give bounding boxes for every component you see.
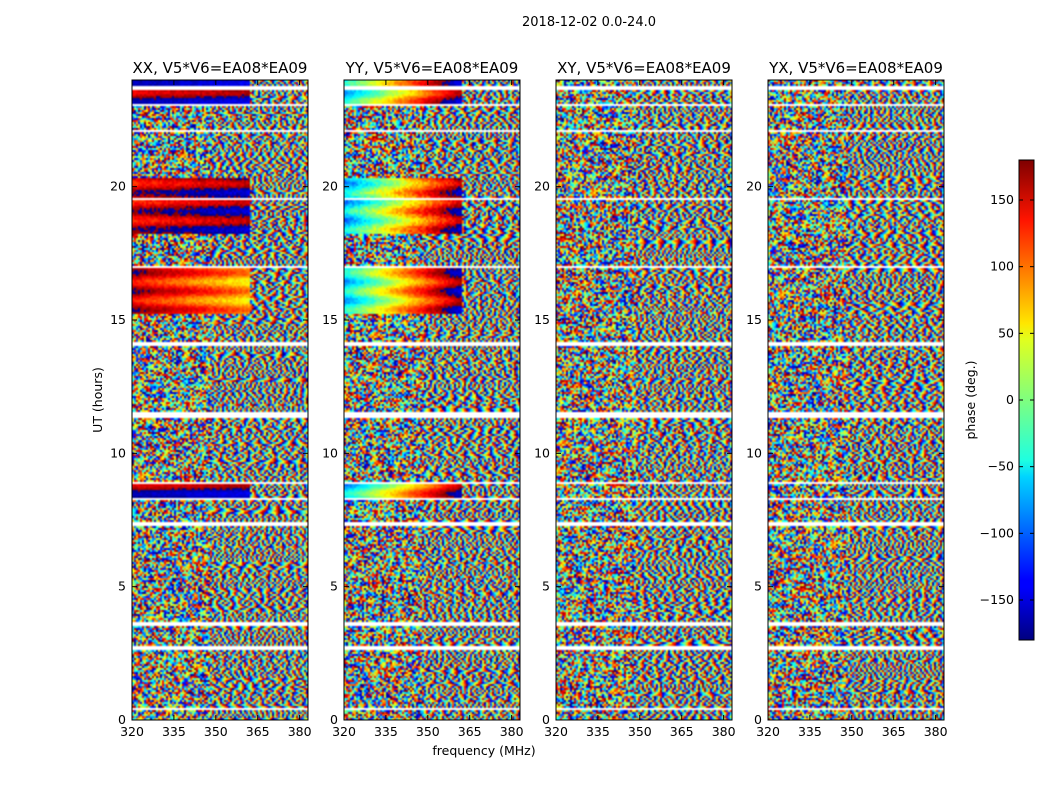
y-tick-label: 0	[330, 712, 338, 727]
phase-raster-1	[132, 80, 308, 720]
panel-3: XY, V5*V6=EA08*EA09 320 335 350 365 380 0 5 10 15…	[534, 59, 736, 739]
colorbar-tick-label: 100	[990, 259, 1014, 274]
x-tick-label: 380	[288, 724, 312, 739]
panel-frame	[131, 79, 309, 721]
panel-title: XX, V5*V6=EA08*EA09	[133, 59, 308, 77]
panel-frame	[555, 79, 733, 721]
y-tick-label: 10	[534, 445, 550, 460]
colorbar: −150 −100 −50 0 50 100 150 phase (deg.)	[963, 159, 1035, 641]
x-tick-label: 320	[544, 724, 568, 739]
y-tick-label: 20	[534, 179, 550, 194]
y-tick-label: 5	[754, 579, 762, 594]
x-axis-label: frequency (MHz)	[432, 743, 535, 758]
x-tick-label: 380	[500, 724, 524, 739]
y-tick-label: 15	[322, 312, 338, 327]
phase-raster-2	[344, 80, 520, 720]
x-tick-label: 350	[628, 724, 652, 739]
phase-raster-3	[556, 80, 732, 720]
x-tick-label: 335	[374, 724, 398, 739]
panel-title: YY, V5*V6=EA08*EA09	[345, 59, 519, 77]
y-axis-label: UT (hours)	[90, 367, 105, 433]
colorbar-tick-label: −100	[980, 525, 1014, 540]
panel-1: XX, V5*V6=EA08*EA09 320 335 350 365 380 0 5 10 15…	[110, 59, 312, 739]
x-tick-label: 335	[586, 724, 610, 739]
colorbar-ticks: −150 −100 −50 0 50 100 150	[980, 192, 1034, 607]
y-tick-label: 5	[118, 579, 126, 594]
panel-frame	[767, 79, 945, 721]
colorbar-tick-label: 150	[990, 192, 1014, 207]
x-tick-label: 335	[798, 724, 822, 739]
y-tick-label: 5	[330, 579, 338, 594]
y-tick-label: 20	[746, 179, 762, 194]
y-tick-label: 0	[754, 712, 762, 727]
panels-group: XX, V5*V6=EA08*EA09 320 335 350 365 380 0 5 10 15…	[110, 59, 948, 739]
x-tick-label: 380	[924, 724, 948, 739]
colorbar-label: phase (deg.)	[963, 361, 978, 440]
x-tick-label: 350	[840, 724, 864, 739]
x-tick-label: 320	[120, 724, 144, 739]
y-tick-label: 10	[110, 445, 126, 460]
y-tick-label: 0	[542, 712, 550, 727]
y-tick-label: 10	[322, 445, 338, 460]
x-tick-label: 335	[162, 724, 186, 739]
phase-raster-4	[768, 80, 944, 720]
x-tick-label: 365	[882, 724, 906, 739]
x-tick-label: 320	[332, 724, 356, 739]
panel-title: XY, V5*V6=EA08*EA09	[557, 59, 731, 77]
x-tick-label: 350	[416, 724, 440, 739]
y-tick-label: 10	[746, 445, 762, 460]
colorbar-tick-label: 50	[998, 325, 1014, 340]
colorbar-tick-label: 0	[1006, 392, 1014, 407]
y-tick-label: 0	[118, 712, 126, 727]
y-tick-label: 20	[322, 179, 338, 194]
y-tick-label: 15	[110, 312, 126, 327]
y-tick-label: 5	[542, 579, 550, 594]
x-tick-label: 365	[670, 724, 694, 739]
y-tick-label: 15	[534, 312, 550, 327]
panel-title: YX, V5*V6=EA08*EA09	[768, 59, 943, 77]
panel-2: YY, V5*V6=EA08*EA09 320 335 350 365 380 0 5 10 15…	[322, 59, 524, 739]
colorbar-tick-label: −50	[988, 459, 1014, 474]
y-tick-label: 20	[110, 179, 126, 194]
x-tick-label: 380	[712, 724, 736, 739]
figure-suptitle: 2018-12-02 0.0-24.0	[522, 15, 656, 30]
x-tick-label: 350	[204, 724, 228, 739]
y-tick-label: 15	[746, 312, 762, 327]
x-tick-label: 365	[246, 724, 270, 739]
panel-4: YX, V5*V6=EA08*EA09 320 335 350 365 380 0 5 10 15…	[746, 59, 948, 739]
colorbar-tick-label: −150	[980, 592, 1014, 607]
x-tick-label: 365	[458, 724, 482, 739]
x-tick-label: 320	[756, 724, 780, 739]
panel-frame	[343, 79, 521, 721]
